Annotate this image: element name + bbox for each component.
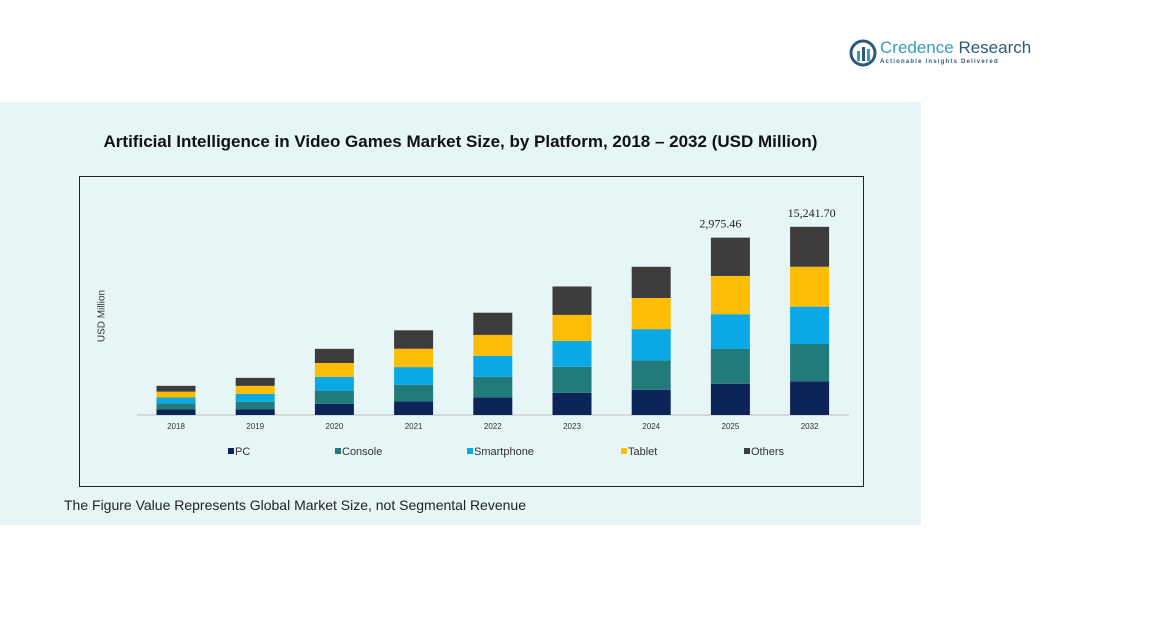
data-label-2032: 15,241.70 [788,206,836,220]
bar-smartphone-2032 [790,306,830,345]
logo-tagline: Actionable Insights Delivered [880,59,999,65]
bar-pc-2023 [552,392,592,415]
bar-tablet-2024 [631,297,671,330]
bar-smartphone-2022 [473,355,513,377]
chart-title: Artificial Intelligence in Video Games M… [103,132,818,151]
chart-panel [0,102,921,525]
bar-others-2032 [790,226,830,267]
bar-tablet-2023 [552,314,592,341]
x-tick-label-2032: 2032 [801,422,819,431]
bar-pc-2018 [156,409,196,415]
bar-smartphone-2020 [314,376,354,391]
chart-frame [79,176,864,487]
bar-smartphone-2023 [552,340,592,367]
bar-pc-2032 [790,381,830,415]
footnote: The Figure Value Represents Global Marke… [64,497,526,513]
bar-console-2024 [631,360,671,390]
x-tick-label-2021: 2021 [405,422,423,431]
bar-console-2018 [156,403,196,410]
bar-console-2019 [235,401,275,410]
bar-smartphone-2025 [710,314,750,349]
bar-smartphone-2019 [235,393,275,402]
legend-swatch-pc [228,448,234,454]
bar-others-2021 [394,330,434,349]
bar-console-2022 [473,376,513,398]
data-label-2025: 2,975.46 [699,217,741,231]
bar-pc-2019 [235,409,275,415]
credence-research-logo: Credence Research Actionable Insights De… [848,36,1048,70]
bar-pc-2022 [473,397,513,415]
bar-others-2018 [156,385,196,392]
bar-others-2019 [235,377,275,386]
bar-tablet-2021 [394,348,434,368]
bar-console-2025 [710,348,750,384]
bar-console-2023 [552,366,592,393]
bar-pc-2020 [314,403,354,415]
bar-others-2020 [314,348,354,363]
bar-console-2020 [314,390,354,404]
bar-smartphone-2021 [394,367,434,385]
x-tick-label-2025: 2025 [722,422,740,431]
legend-label-console: Console [342,446,382,458]
legend-label-smartphone: Smartphone [474,446,534,458]
bar-smartphone-2018 [156,397,196,404]
legend-swatch-smartphone [467,448,473,454]
bar-others-2024 [631,266,671,298]
legend-swatch-console [335,448,341,454]
bar-tablet-2022 [473,334,513,356]
bar-others-2023 [552,286,592,315]
logo-name-second: Research [958,38,1032,57]
x-tick-label-2024: 2024 [642,422,660,431]
bar-tablet-2020 [314,362,354,377]
x-tick-label-2022: 2022 [484,422,502,431]
legend-label-tablet: Tablet [628,446,657,458]
bar-pc-2021 [394,401,434,415]
bar-smartphone-2024 [631,329,671,361]
bar-tablet-2019 [235,385,275,394]
legend-swatch-others [744,448,750,454]
x-tick-label-2018: 2018 [167,422,185,431]
legend-label-others: Others [751,446,785,458]
bar-console-2021 [394,384,434,402]
logo-name: Credence Research [880,38,1031,58]
logo-mark-icon [849,39,877,67]
x-tick-label-2023: 2023 [563,422,581,431]
bar-pc-2024 [631,389,671,415]
bar-console-2032 [790,344,830,382]
bar-tablet-2025 [710,275,750,315]
bar-tablet-2018 [156,391,196,398]
legend-label-pc: PC [235,446,250,458]
bar-pc-2025 [710,383,750,415]
bar-others-2022 [473,312,513,335]
legend-swatch-tablet [621,448,627,454]
logo-name-first: Credence [880,38,954,57]
x-tick-label-2020: 2020 [326,422,344,431]
bar-others-2025 [710,237,750,276]
x-tick-label-2019: 2019 [246,422,264,431]
bar-tablet-2032 [790,266,830,307]
